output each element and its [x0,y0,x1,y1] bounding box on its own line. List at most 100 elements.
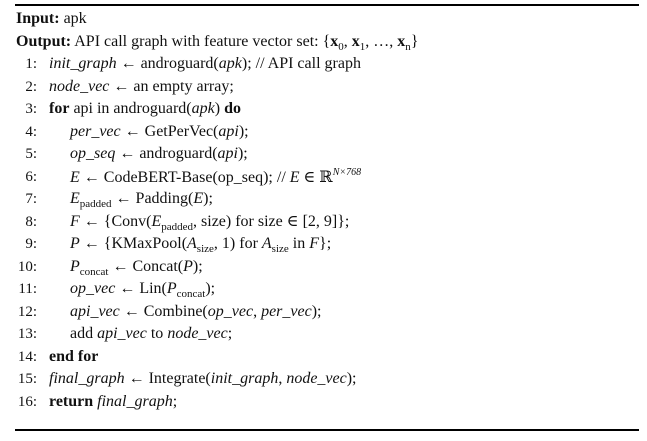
line-code: init_graph ← androguard(apk); // API cal… [49,53,361,76]
input-label: Input: [16,10,60,27]
code-text: ); [205,280,216,297]
var-a: A [261,235,272,252]
algo-line-2: 2: node_vec ← an empty array; [15,76,639,99]
algo-line-8: 8: F ← {Conv(Epadded, size) for size ∈ [… [15,211,639,234]
line-number: 13: [17,326,37,342]
code-text: ); [203,190,213,207]
code-text: ; [227,325,233,342]
algo-line-11: 11: op_vec ← Lin(Pconcat); [15,278,639,301]
code-text: add [70,325,98,342]
code-text: ← CodeBERT-Base(op_seq); // [79,168,290,186]
code-text: ); [238,122,249,140]
line-code: per_vec ← GetPerVec(api); [70,121,249,144]
output-line: Output: API call graph with feature vect… [16,31,639,54]
line-code: E ← CodeBERT-Base(op_seq); // E ∈ ℝN×768 [70,166,361,190]
code-text: ; [172,392,178,410]
code-text: api in androguard( [69,100,192,117]
output-sub-n: n [405,40,411,53]
var-node-vec: node_vec [286,370,347,387]
top-rule [15,4,639,6]
output-text: API call graph with feature vector set: … [74,32,331,50]
line-code: Epadded ← Padding(E); [70,188,213,211]
code-text: ); [346,370,357,387]
output-x1: x [351,32,360,50]
code-text: to [146,325,168,342]
algo-line-12: 12: api_vec ← Combine(op_vec, per_vec); [15,301,639,324]
line-code: end for [49,346,98,369]
var-init-graph: init_graph [49,55,117,72]
var-init-graph: init_graph [210,370,279,387]
line-number: 9: [25,236,37,252]
line-number: 16: [17,393,37,410]
keyword-return: return [49,392,94,410]
code-text: ← GetPerVec( [120,122,219,140]
algo-line-14: 14: end for [15,346,639,369]
var-p: P [70,257,80,275]
subscript-padded: padded [79,198,112,210]
subscript-size: size [271,243,289,255]
code-text: ← Lin( [115,280,167,297]
code-text: ) [214,100,225,117]
line-number: 1: [25,56,37,72]
code-text: }; [319,235,332,252]
line-code: final_graph ← Integrate(init_graph, node… [49,368,357,391]
var-p: P [183,257,193,275]
code-text: ); [192,257,203,275]
code-text: ← androguard( [115,145,218,162]
algo-line-15: 15: final_graph ← Integrate(init_graph, … [15,368,639,391]
line-number: 7: [25,191,37,207]
line-code: P ← {KMaxPool(Asize, 1) for Asize in F}; [70,233,331,256]
subscript-concat: concat [79,265,109,278]
arg-apk: apk [191,100,215,117]
code-text: ∈ [299,168,320,186]
line-code: F ← {Conv(Epadded, size) for size ∈ [2, … [70,211,349,234]
output-xn: x [397,32,406,50]
code-text: in [288,235,310,252]
dimension-superscript: N×768 [332,166,362,178]
code-text: ← Concat( [108,257,184,275]
line-number: 6: [25,168,37,185]
line-number: 4: [25,123,37,140]
algo-line-5: 5: op_seq ← androguard(api); [15,143,639,166]
subscript-concat: concat [176,288,206,300]
line-code: op_seq ← androguard(api); [70,143,248,166]
code-text: , size) for size ∈ [2, 9]}; [193,212,350,230]
var-node-vec: node_vec [49,77,110,95]
code-text: ← an empty array; [109,77,234,95]
algorithm-block: Input: apk Output: API call graph with f… [15,4,639,413]
algo-line-1: 1: init_graph ← androguard(apk); // API … [15,53,639,76]
var-final-graph: final_graph [97,392,173,410]
subscript-padded: padded [161,220,194,233]
code-text: , [253,302,262,320]
line-number: 14: [17,348,37,365]
line-code: op_vec ← Lin(Pconcat); [70,278,215,301]
var-per-vec: per_vec [261,302,312,320]
var-op-seq: op_seq [70,145,116,162]
var-e: E [70,168,80,186]
line-number: 12: [17,303,37,320]
code-text: ← Padding( [111,190,194,207]
keyword-for: for [49,100,70,117]
code-text: ); [311,302,322,320]
algo-line-6: 6: E ← CodeBERT-Base(op_seq); // E ∈ ℝN×… [15,166,639,189]
line-number: 15: [17,371,37,387]
keyword-do: do [224,100,241,117]
output-close: } [410,32,419,50]
output-dots: , …, [365,32,398,50]
var-e: E [151,212,162,230]
keyword-end-for: end for [49,347,99,365]
code-text: , 1) for [213,235,262,252]
reals-symbol: ℝ [319,166,333,186]
line-code: Pconcat ← Concat(P); [70,256,203,279]
algo-line-7: 7: Epadded ← Padding(E); [15,188,639,211]
output-comma-1: , [343,32,352,50]
output-x0: x [330,32,339,50]
output-sub-1: 1 [359,40,366,53]
code-comment: ); // API call graph [241,55,361,72]
var-p: P [70,235,80,252]
output-sub-0: 0 [338,40,344,53]
line-number: 11: [18,281,37,297]
var-e: E [70,190,80,207]
line-code: api_vec ← Combine(op_vec, per_vec); [70,301,321,324]
code-text: ← androguard( [116,55,219,72]
